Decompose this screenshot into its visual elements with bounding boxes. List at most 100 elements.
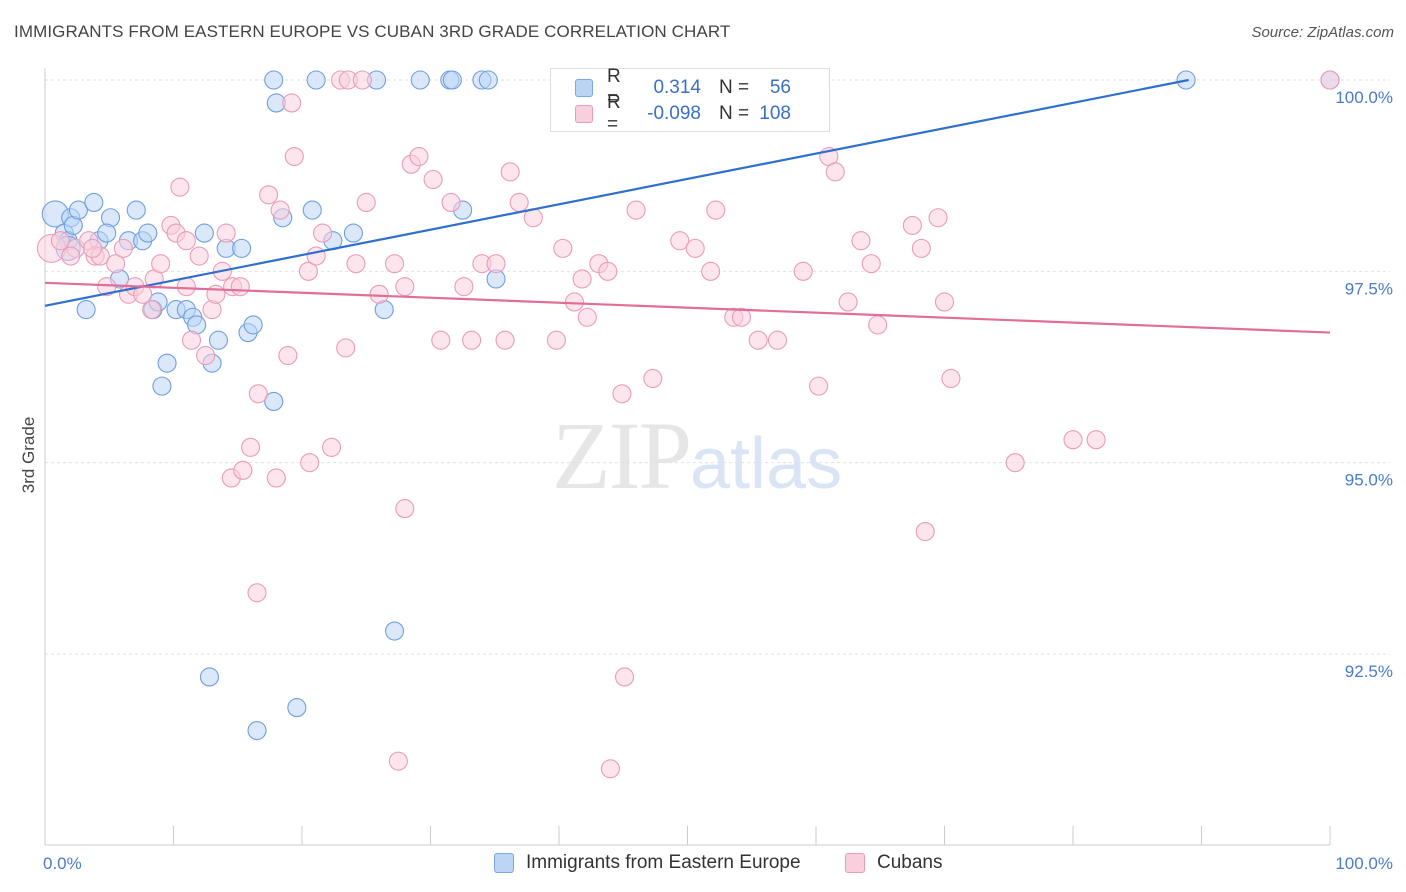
point-cubans [395,499,415,519]
point-cubans [248,384,268,404]
point-cubans [384,254,405,274]
point-cubans [809,376,829,396]
legend-swatch-eastern-europe [575,79,593,97]
legend-swatch-cubans [575,105,593,123]
trend-line-eastern-europe [44,78,1189,307]
point-cubans [462,330,482,350]
point-cubans [206,284,226,304]
point-cubans [441,192,461,213]
y-tick-label: 97.5% [1345,279,1393,298]
trend-lines [44,78,1331,334]
legend-n-value: 108 [759,103,791,124]
legend-n-label: N = [719,103,750,124]
point-eastern-europe [247,720,267,741]
point-cubans [241,437,261,457]
point-cubans [61,246,81,266]
point-cubans [306,246,326,266]
axis-labels: 92.5% 95.0% 97.5% 100.0% 0.0% 100.0% 3rd Grade [19,88,1393,873]
point-cubans [230,277,250,297]
point-cubans [423,169,443,190]
legend-n-label: N = [719,77,750,98]
point-eastern-europe [157,353,177,373]
series-cubans-points [36,70,1340,779]
point-cubans [928,208,948,228]
y-tick-label: 95.0% [1345,471,1393,490]
point-eastern-europe [343,223,363,243]
legend-item-eastern-europe[interactable]: Immigrants from Eastern Europe [494,852,801,874]
point-eastern-europe [194,223,214,243]
point-cubans [915,521,935,542]
point-cubans [564,292,584,312]
point-eastern-europe [302,200,322,220]
legend-label-cubans: Cubans [877,852,943,873]
point-eastern-europe [97,223,117,243]
y-tick-label: 100.0% [1335,88,1393,107]
point-cubans [352,70,372,90]
point-cubans [706,200,726,220]
point-cubans [106,254,126,274]
point-cubans [196,345,216,366]
point-eastern-europe [264,391,284,411]
point-cubans [598,261,618,281]
point-cubans [500,162,520,182]
legend-r-value: 0.314 [653,77,701,98]
point-cubans [934,292,955,312]
point-cubans [189,246,209,266]
correlation-legend: R = 0.314 N = 56 R = -0.098 N = 108 [550,66,830,135]
point-eastern-europe [306,70,326,90]
trend-line-cubans [44,281,1331,334]
point-cubans [216,223,236,243]
point-cubans [181,330,202,350]
point-cubans [731,307,752,327]
point-cubans [176,231,196,251]
point-cubans [50,231,70,251]
point-cubans [612,384,632,404]
point-cubans [176,277,196,297]
point-cubans [553,238,573,258]
point-cubans [838,292,858,312]
point-cubans [793,261,813,281]
point-cubans [1320,70,1340,90]
legend-r-value: -0.098 [647,103,701,124]
point-eastern-europe [384,621,405,641]
legend-swatch-cubans [845,853,865,873]
point-cubans [322,437,342,457]
point-cubans [546,330,566,350]
point-cubans [133,284,153,304]
point-cubans [614,667,635,687]
point-eastern-europe [287,698,307,718]
legend-row-eastern-europe: R = 0.314 N = 56 [575,66,791,109]
point-cubans [233,460,253,480]
point-eastern-europe [199,667,220,687]
point-cubans [369,284,389,304]
point-cubans [270,200,290,220]
chart-title: IMMIGRANTS FROM EASTERN EUROPE VS CUBAN … [14,22,731,41]
point-cubans [151,254,171,274]
point-cubans [1063,430,1083,450]
point-cubans [284,146,304,167]
legend-item-cubans[interactable]: Cubans [845,852,943,874]
point-cubans [356,192,376,213]
point-cubans [142,300,162,320]
point-cubans [409,146,429,167]
point-eastern-europe [410,70,430,90]
point-cubans [600,759,620,779]
point-cubans [298,261,318,281]
point-cubans [313,223,333,243]
point-cubans [388,751,408,771]
point-cubans [170,177,190,197]
point-cubans [282,93,302,113]
series-legend: Immigrants from Eastern Europe Cubans [0,852,1406,878]
point-cubans [670,231,690,251]
point-cubans [1005,453,1025,473]
legend-r-label: R = [607,66,621,109]
axes [44,68,1330,846]
point-eastern-europe [152,376,172,396]
watermark-atlas: atlas [690,424,843,504]
gridlines [45,79,1390,655]
y-tick-label: 92.5% [1345,662,1393,681]
point-cubans [572,269,592,289]
point-cubans [509,192,529,213]
point-cubans [685,238,705,258]
